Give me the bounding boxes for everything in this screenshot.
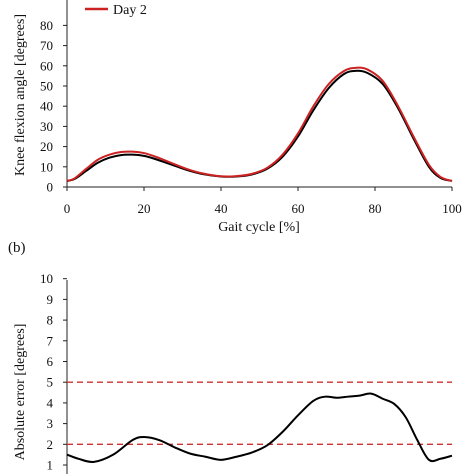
series-line-black — [66, 69, 453, 182]
x-tick-label: 0 — [64, 201, 71, 216]
x-tick-label: 100 — [442, 201, 462, 216]
error-series-line — [66, 392, 453, 464]
panel-label-b: (b) — [8, 240, 26, 256]
y-tick-label: 60 — [40, 58, 53, 73]
y-tick-label-b: 8 — [47, 313, 54, 328]
y-tick-label-b: 4 — [47, 395, 54, 410]
legend: Day 2 — [85, 3, 147, 18]
legend-label-day2: Day 2 — [113, 3, 147, 18]
x-tick-label: 80 — [369, 201, 382, 216]
y-tick-label: 0 — [47, 180, 54, 195]
y-tick-label: 30 — [40, 119, 53, 134]
knee-flexion-chart: 0 10 20 30 40 50 60 70 80 0 20 40 60 80 100 Day 2 Gai… — [13, 0, 462, 235]
y-tick-label-b: 9 — [47, 292, 54, 307]
y-tick-label: 40 — [40, 99, 53, 114]
series-line-day2 — [66, 66, 453, 182]
x-axis-title: Gait cycle [%] — [218, 220, 300, 235]
y-axis-title-b: Absolute error [degrees] — [13, 324, 28, 461]
y-tick-label-b: 7 — [47, 333, 54, 348]
x-tick-label: 40 — [215, 201, 228, 216]
y-tick-label-b: 3 — [47, 416, 54, 431]
y-tick-label: 70 — [40, 38, 53, 53]
absolute-error-chart: (b) 1 2 3 4 5 6 7 8 9 10 Absolute error [degrees] — [8, 240, 453, 474]
y-tick-label: 50 — [40, 79, 53, 94]
y-tick-label-b: 10 — [40, 271, 53, 286]
y-tick-label: 80 — [40, 18, 53, 33]
y-tick-label-b: 1 — [47, 458, 54, 473]
y-tick-label: 20 — [40, 139, 53, 154]
y-tick-label-b: 5 — [47, 375, 54, 390]
x-tick-label: 60 — [292, 201, 305, 216]
y-tick-label-b: 6 — [47, 354, 54, 369]
x-tick-label: 20 — [138, 201, 151, 216]
y-axis-title: Knee flexion angle [degrees] — [13, 14, 28, 176]
y-tick-label: 10 — [40, 159, 53, 174]
y-tick-label-b: 2 — [47, 437, 54, 452]
